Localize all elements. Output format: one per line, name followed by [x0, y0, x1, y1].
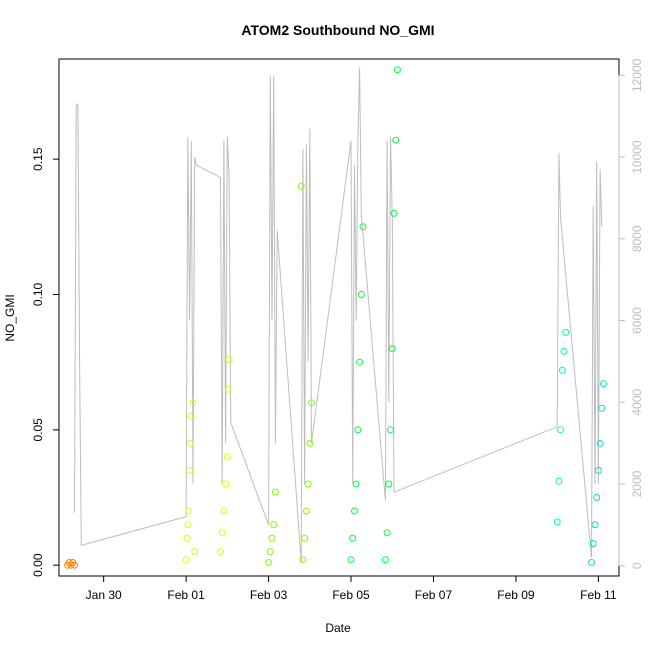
y-axis-label: NO_GMI [3, 294, 17, 341]
x-tick-label: Feb 03 [250, 588, 288, 602]
x-axis-label: Date [325, 621, 351, 635]
data-point [392, 136, 400, 144]
data-point [352, 480, 360, 488]
data-point [191, 548, 199, 556]
data-point [308, 399, 315, 407]
data-point [71, 561, 78, 569]
data-point [381, 556, 389, 564]
data-point [225, 356, 233, 363]
data-point [186, 466, 194, 474]
altitude-line [74, 67, 603, 562]
data-point [297, 182, 305, 190]
x-tick-label: Feb 11 [580, 588, 617, 602]
data-point [189, 399, 197, 407]
data-point [594, 466, 602, 474]
data-point [301, 534, 309, 542]
y2-tick-label: 4000 [630, 389, 644, 416]
data-point [593, 494, 601, 501]
data-point [265, 559, 273, 566]
x-tick-label: Feb 01 [167, 588, 205, 602]
data-point [558, 366, 566, 374]
data-point [553, 518, 561, 526]
data-point [271, 488, 279, 496]
y2-tick-label: 2000 [630, 470, 644, 497]
data-point [217, 548, 224, 556]
data-point [600, 380, 607, 388]
x-tick-label: Feb 07 [415, 588, 453, 602]
y-tick-label: 0.15 [31, 147, 45, 171]
y2-tick-label: 10000 [630, 140, 644, 174]
data-point [588, 559, 595, 566]
data-point [356, 358, 364, 366]
y2-axis: 0 2000 4000 6000 8000 10000 12000 [618, 58, 644, 569]
data-point [223, 453, 231, 461]
data-point [304, 480, 312, 488]
x-tick-label: Feb 09 [497, 588, 535, 602]
data-point [589, 540, 597, 547]
y2-tick-label: 8000 [630, 225, 644, 252]
data-point [598, 404, 606, 412]
y2-tick-label: 0 [630, 562, 644, 569]
y2-tick-label: 6000 [630, 307, 644, 334]
y-axis: 0.00 0.05 0.10 0.15 [31, 147, 59, 577]
data-point [387, 426, 394, 434]
altitude-line-layer [74, 67, 603, 562]
data-point [557, 426, 565, 434]
y2-tick-label: 12000 [630, 58, 644, 92]
data-point [266, 548, 274, 556]
data-point [182, 556, 190, 564]
data-point [187, 412, 195, 420]
points-layer [64, 66, 607, 569]
data-point [184, 521, 192, 529]
x-tick-label: Feb 05 [332, 588, 370, 602]
data-point [351, 507, 358, 515]
data-point [183, 534, 191, 542]
data-point [388, 345, 396, 353]
y-tick-label: 0.05 [31, 418, 45, 442]
data-point [555, 477, 563, 485]
data-point [218, 529, 226, 537]
y-tick-label: 0.10 [31, 282, 45, 306]
data-point [591, 521, 599, 529]
data-point [185, 507, 193, 515]
plot-frame [58, 58, 620, 577]
data-point [224, 385, 232, 393]
data-point [306, 439, 314, 447]
data-point [220, 507, 228, 515]
y-tick-label: 0.00 [31, 553, 45, 577]
data-point [349, 534, 357, 542]
data-point [357, 291, 365, 298]
data-point [359, 223, 367, 231]
data-point [393, 66, 401, 74]
data-point [383, 529, 391, 537]
data-point [222, 480, 230, 488]
data-point [385, 480, 393, 488]
data-point [299, 556, 307, 564]
data-point [354, 426, 362, 434]
data-point [268, 534, 276, 542]
data-point [562, 328, 570, 336]
data-point [596, 439, 604, 447]
data-point [302, 507, 310, 515]
chart-title: ATOM2 Southbound NO_GMI [241, 22, 434, 38]
data-point [560, 347, 568, 355]
data-point [186, 439, 194, 447]
x-tick-label: Jan 30 [86, 588, 122, 602]
data-point [270, 521, 278, 529]
x-axis: Jan 30 Feb 01 Feb 03 Feb 05 Feb 07 Feb 09 Feb … [86, 576, 617, 602]
data-point [347, 556, 355, 564]
data-point [390, 209, 398, 217]
